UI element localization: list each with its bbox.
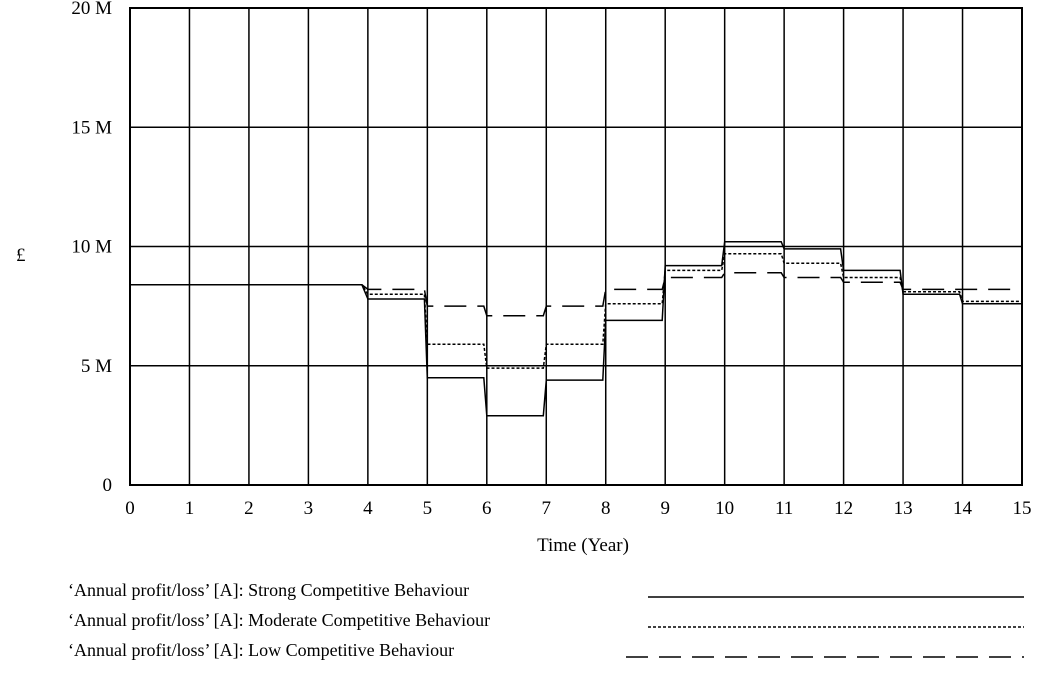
x-tick-label: 11 [775, 498, 793, 519]
y-axis-title: £ [16, 245, 26, 266]
y-tick-label: 20 M [71, 0, 112, 19]
plot-frame [129, 7, 1023, 486]
series-layer [130, 240, 1022, 417]
legend: ‘Annual profit/loss’ [A]: Strong Competi… [68, 580, 1024, 660]
series-line-dotted [130, 252, 1022, 369]
x-tick-label: 15 [1013, 498, 1032, 519]
x-tick-label: 5 [423, 498, 433, 519]
x-tick-label: 2 [244, 498, 254, 519]
series-line-solid [130, 240, 1022, 417]
y-tick-label: 0 [103, 475, 113, 496]
grid-layer [129, 7, 1023, 486]
x-tick-label: 9 [660, 498, 670, 519]
x-tick-label: 4 [363, 498, 373, 519]
x-tick-label: 3 [304, 498, 314, 519]
x-tick-label: 14 [953, 498, 973, 519]
legend-label: ‘Annual profit/loss’ [A]: Strong Competi… [68, 580, 469, 600]
legend-label: ‘Annual profit/loss’ [A]: Low Competitiv… [68, 640, 454, 660]
series-line-dashed [130, 271, 1022, 317]
x-tick-label: 13 [894, 498, 913, 519]
y-tick-label: 5 M [81, 356, 112, 377]
x-tick-label: 1 [185, 498, 195, 519]
legend-label: ‘Annual profit/loss’ [A]: Moderate Compe… [68, 610, 490, 630]
x-tick-label: 7 [542, 498, 552, 519]
x-tick-label: 6 [482, 498, 492, 519]
y-tick-label: 15 M [71, 117, 112, 138]
x-tick-label: 0 [125, 498, 135, 519]
x-axis-title: Time (Year) [537, 535, 629, 556]
x-tick-label: 10 [715, 498, 734, 519]
x-tick-label: 8 [601, 498, 611, 519]
y-tick-label: 10 M [71, 237, 112, 258]
x-tick-label: 12 [834, 498, 853, 519]
